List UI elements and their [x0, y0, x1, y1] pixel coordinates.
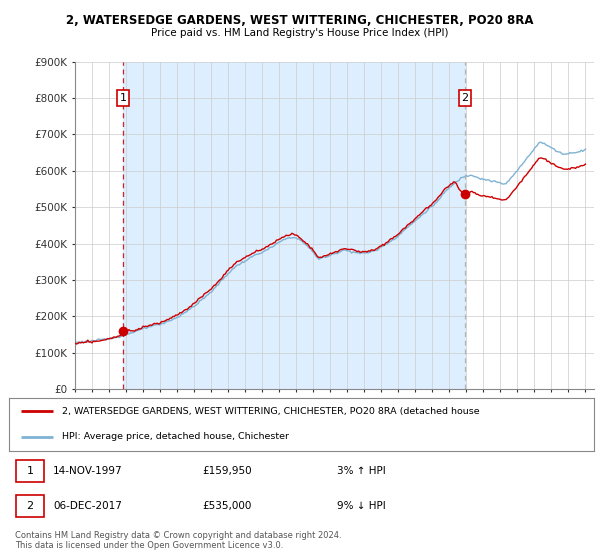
Text: 14-NOV-1997: 14-NOV-1997 [53, 466, 122, 476]
FancyBboxPatch shape [16, 495, 44, 517]
Text: 1: 1 [26, 466, 34, 476]
Text: 2, WATERSEDGE GARDENS, WEST WITTERING, CHICHESTER, PO20 8RA: 2, WATERSEDGE GARDENS, WEST WITTERING, C… [66, 14, 534, 27]
Text: 06-DEC-2017: 06-DEC-2017 [53, 501, 122, 511]
Text: Contains HM Land Registry data © Crown copyright and database right 2024.
This d: Contains HM Land Registry data © Crown c… [15, 531, 341, 550]
Text: 9% ↓ HPI: 9% ↓ HPI [337, 501, 385, 511]
Text: 3% ↑ HPI: 3% ↑ HPI [337, 466, 385, 476]
Text: 2: 2 [26, 501, 34, 511]
Text: £159,950: £159,950 [202, 466, 251, 476]
Text: 1: 1 [120, 93, 127, 103]
FancyBboxPatch shape [16, 460, 44, 482]
Text: Price paid vs. HM Land Registry's House Price Index (HPI): Price paid vs. HM Land Registry's House … [151, 28, 449, 38]
Text: 2, WATERSEDGE GARDENS, WEST WITTERING, CHICHESTER, PO20 8RA (detached house: 2, WATERSEDGE GARDENS, WEST WITTERING, C… [62, 407, 479, 416]
Text: £535,000: £535,000 [202, 501, 251, 511]
Text: HPI: Average price, detached house, Chichester: HPI: Average price, detached house, Chic… [62, 432, 289, 441]
Text: 2: 2 [461, 93, 469, 103]
Bar [123, 62, 465, 389]
